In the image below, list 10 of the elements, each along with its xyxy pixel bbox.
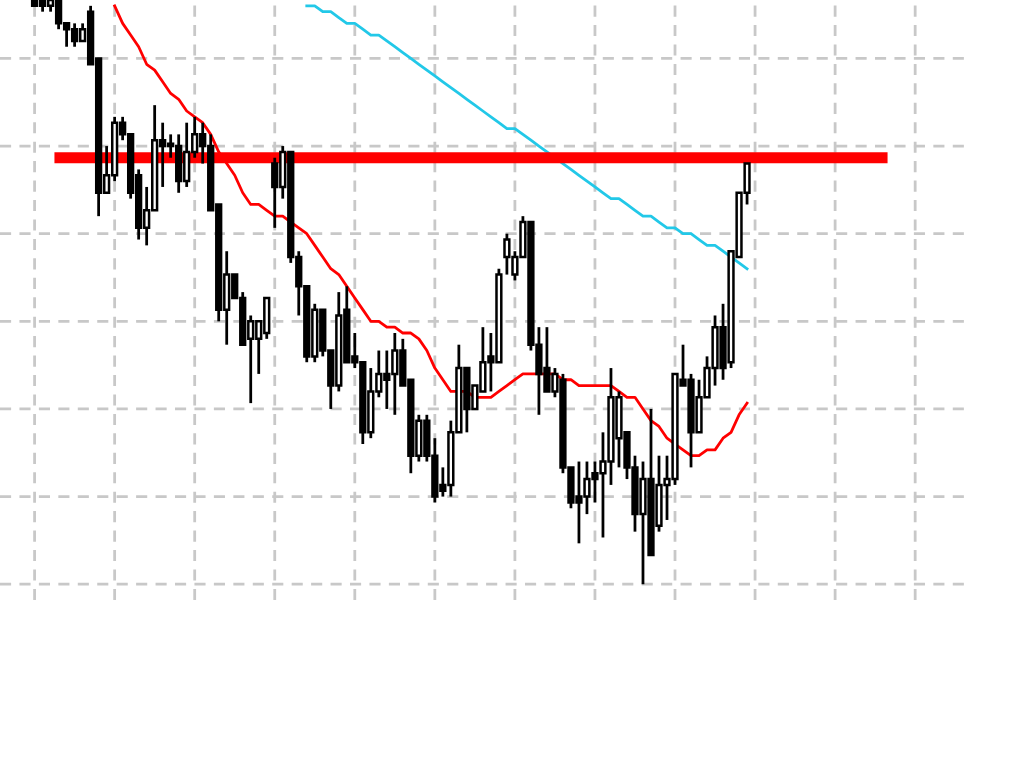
candlestick xyxy=(183,121,191,189)
candlestick xyxy=(615,390,623,469)
candlestick xyxy=(463,366,471,434)
candlestick xyxy=(575,460,583,545)
candlestick xyxy=(391,331,399,417)
candlestick xyxy=(271,156,279,230)
candlestick xyxy=(263,296,271,341)
candlestick xyxy=(54,0,63,31)
candlestick xyxy=(70,21,79,49)
candlestick xyxy=(639,460,647,586)
